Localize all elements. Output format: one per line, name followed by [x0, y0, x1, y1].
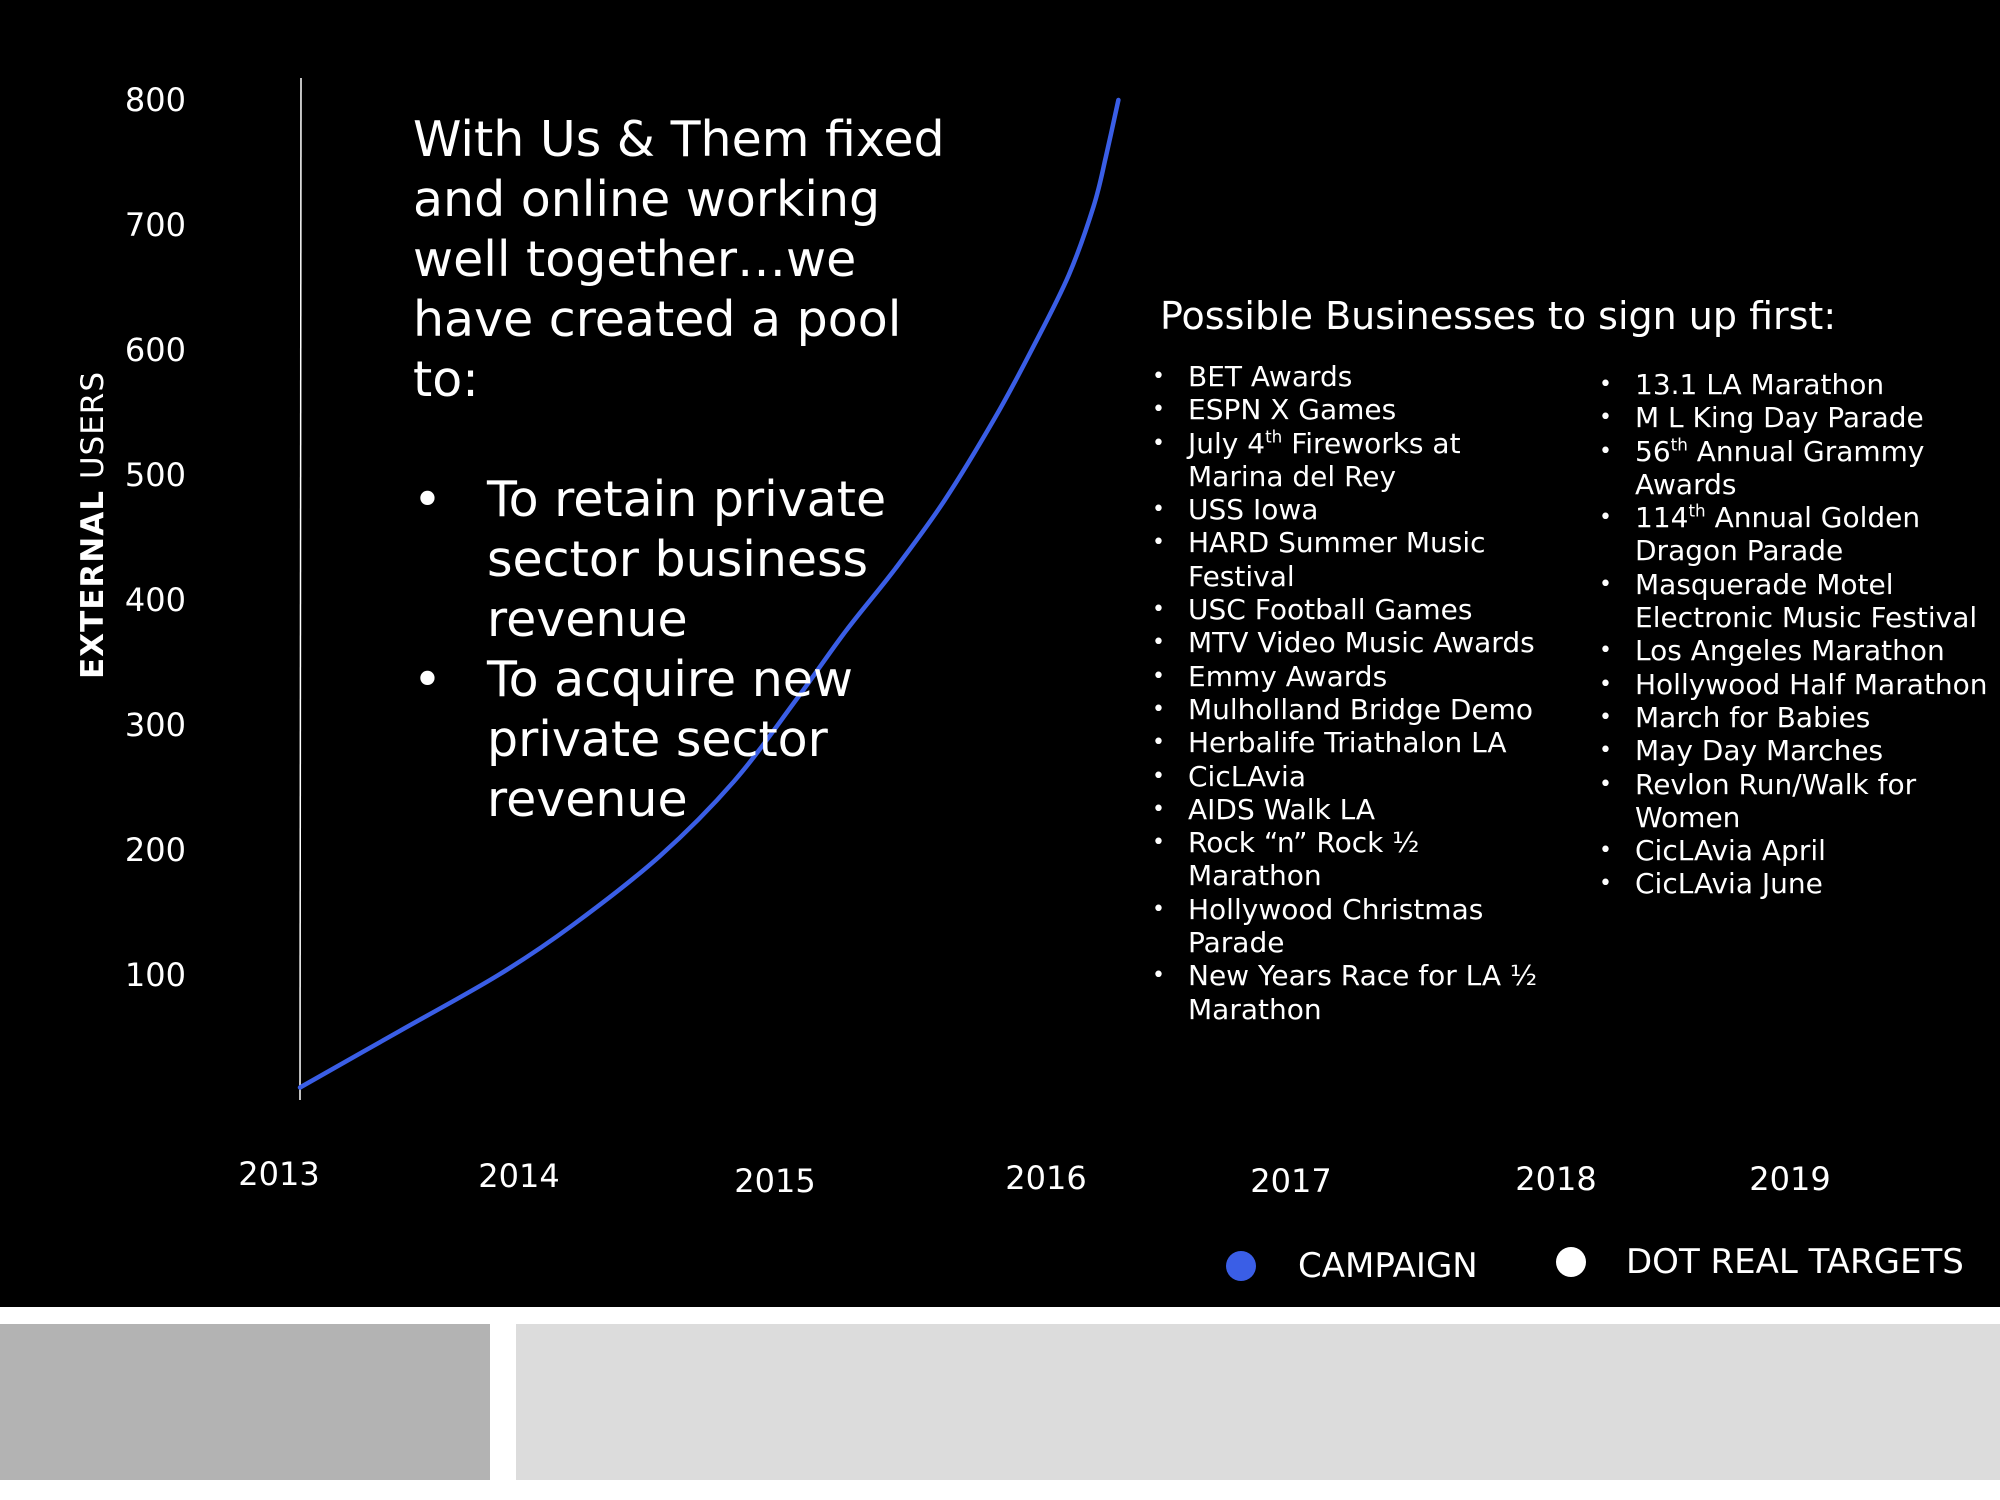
business-list-item: M L King Day Parade: [1599, 401, 1999, 435]
business-list-item: July 4th Fireworks at Marina del Rey: [1152, 427, 1552, 494]
y-tick-label: 300: [125, 706, 186, 744]
y-tick-label: 500: [125, 456, 186, 494]
x-tick-label: 2016: [1005, 1159, 1086, 1197]
y-axis-label-bold: EXTERNAL: [75, 490, 111, 679]
y-axis-line: [299, 77, 302, 1101]
x-tick-label: 2017: [1250, 1162, 1331, 1200]
y-tick-label: 800: [125, 81, 186, 119]
business-list-item: 56th Annual Grammy Awards: [1599, 435, 1999, 502]
x-tick-label: 2019: [1749, 1160, 1830, 1198]
businesses-list-title: Possible Businesses to sign up first:: [1160, 294, 1837, 338]
business-list-item: Herbalife Triathalon LA: [1152, 726, 1552, 760]
business-list-item: CicLAvia June: [1599, 867, 1999, 901]
legend-item-campaign: CAMPAIGN: [1226, 1246, 1478, 1286]
business-list-item: 114th Annual Golden Dragon Parade: [1599, 501, 1999, 568]
headline-text: With Us & Them fixed and online working …: [413, 111, 945, 408]
business-list-item: Los Angeles Marathon: [1599, 634, 1999, 668]
business-list-item: MTV Video Music Awards: [1152, 626, 1552, 660]
footer-bar-right: [516, 1324, 2000, 1480]
y-tick-label: 700: [125, 206, 186, 244]
businesses-list-left: BET AwardsESPN X GamesJuly 4th Fireworks…: [1152, 360, 1552, 1026]
headline-bullet: To acquire new private sector revenue: [413, 650, 973, 830]
headline-bullet: To retain private sector business revenu…: [413, 470, 973, 650]
business-list-item: Masquerade Motel Electronic Music Festiv…: [1599, 568, 1999, 635]
business-list-item: CicLAvia: [1152, 760, 1552, 794]
y-tick-label: 400: [125, 581, 186, 619]
business-list-item: Revlon Run/Walk for Women: [1599, 768, 1999, 835]
y-axis-label: EXTERNAL USERS: [75, 371, 111, 679]
x-tick-label: 2015: [734, 1162, 815, 1200]
business-list-item: New Years Race for LA ½ Marathon: [1152, 959, 1552, 1026]
legend-label-campaign: CAMPAIGN: [1298, 1246, 1478, 1286]
business-list-item: ESPN X Games: [1152, 393, 1552, 427]
legend-marker-campaign: [1226, 1251, 1256, 1281]
business-list-item: Mulholland Bridge Demo: [1152, 693, 1552, 727]
business-list-item: USC Football Games: [1152, 593, 1552, 627]
legend-label-dot-real-targets: DOT REAL TARGETS: [1626, 1242, 1964, 1282]
business-list-item: Emmy Awards: [1152, 660, 1552, 694]
business-list-item: USS Iowa: [1152, 493, 1552, 527]
slide-background: 100 200 300 400 500 600 700 800 2013 2014 2015 201…: [0, 0, 2000, 1307]
business-list-item: March for Babies: [1599, 701, 1999, 735]
legend-marker-dot-real-targets: [1556, 1247, 1586, 1277]
headline-bullets: To retain private sector business revenu…: [413, 470, 973, 830]
x-tick-labels: 2013 2014 2015 2016 2017 2018 2019: [238, 1155, 1830, 1200]
y-tick-label: 100: [125, 956, 186, 994]
y-tick-labels: 100 200 300 400 500 600 700 800: [125, 81, 186, 994]
y-axis-label-rest: USERS: [75, 371, 111, 491]
business-list-item: May Day Marches: [1599, 734, 1999, 768]
x-tick-label: 2014: [478, 1157, 559, 1195]
businesses-list-right: 13.1 LA MarathonM L King Day Parade56th …: [1599, 368, 1999, 901]
business-list-item: CicLAvia April: [1599, 834, 1999, 868]
business-list-item: BET Awards: [1152, 360, 1552, 394]
business-list-item: HARD Summer Music Festival: [1152, 526, 1552, 593]
business-list-item: Rock “n” Rock ½ Marathon: [1152, 826, 1552, 893]
business-list-item: AIDS Walk LA: [1152, 793, 1552, 827]
business-list-item: Hollywood Half Marathon: [1599, 668, 1999, 702]
footer-bar-left: [0, 1324, 490, 1480]
x-tick-label: 2013: [238, 1155, 319, 1193]
y-tick-label: 200: [125, 831, 186, 869]
y-tick-label: 600: [125, 331, 186, 369]
x-tick-label: 2018: [1515, 1160, 1596, 1198]
business-list-item: 13.1 LA Marathon: [1599, 368, 1999, 402]
business-list-item: Hollywood Christmas Parade: [1152, 893, 1552, 960]
legend-item-dot-real-targets: DOT REAL TARGETS: [1556, 1242, 1964, 1282]
